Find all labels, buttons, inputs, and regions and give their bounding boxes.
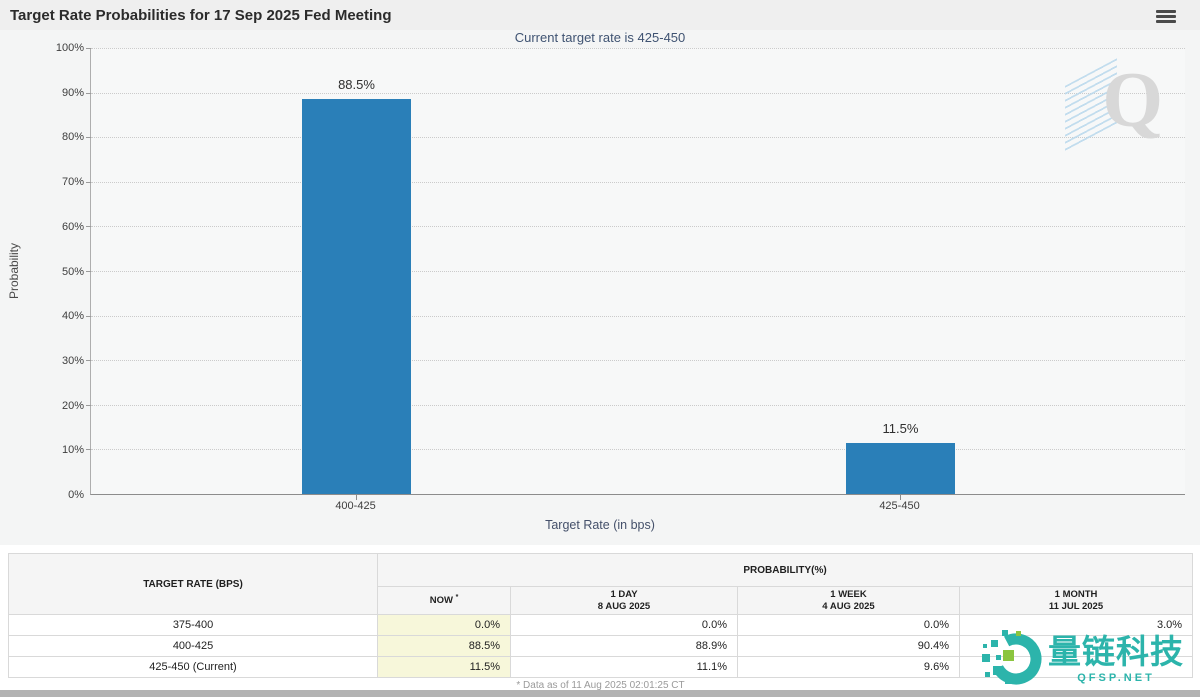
day-cell: 0.0% (510, 614, 738, 636)
week-cell: 90.4% (737, 635, 960, 657)
table-row: 425-450 (Current) 11.5% 11.1% 9.6% (8, 656, 1194, 678)
plot-area: Q 88.5% 11.5% (86, 48, 1185, 500)
col-header-1week: 1 WEEK 4 AUG 2025 (737, 586, 960, 615)
gridline (86, 404, 1185, 406)
x-tick-mark (356, 495, 357, 500)
menu-bar (1156, 10, 1176, 13)
col-header-target-rate: TARGET RATE (BPS) (8, 553, 378, 615)
gridline (86, 271, 1185, 272)
bar-value-label: 11.5% (882, 420, 919, 436)
x-axis-labels: 400-425 425-450 (90, 500, 1185, 516)
y-tick-label: 0% (68, 489, 84, 501)
week-cell: 0.0% (737, 614, 960, 636)
x-axis-title: Target Rate (in bps) (545, 518, 655, 532)
current-target-rate-subtitle: Current target rate is 425-450 (514, 30, 686, 45)
y-tick-label: 90% (61, 86, 84, 99)
y-axis-labels: 100% 90% 80% 70% 60% 50% 40% 30% 20% 10% 0% (0, 42, 84, 501)
period-label: 1 DAY (610, 588, 638, 600)
rate-cell: 400-425 (8, 635, 378, 657)
period-date: 8 AUG 2025 (597, 600, 651, 612)
y-tick-label: 40% (61, 310, 84, 323)
col-header-now: NOW * (377, 586, 511, 615)
menu-bar (1156, 20, 1176, 23)
y-tick-label: 10% (61, 444, 84, 457)
rate-cell: 375-400 (8, 614, 378, 636)
col-header-1month: 1 MONTH 11 JUL 2025 (958, 586, 1194, 615)
y-tick-label: 100% (55, 42, 84, 54)
gridline (86, 137, 1185, 139)
gridline (86, 226, 1185, 228)
y-tick-label: 80% (61, 131, 84, 144)
now-cell: 0.0% (377, 614, 511, 636)
bar (846, 442, 955, 494)
gridline (86, 181, 1185, 183)
gridline (86, 449, 1185, 451)
y-tick-label: 70% (61, 176, 84, 189)
q-letter: Q (1102, 56, 1163, 143)
gridline (86, 92, 1185, 94)
x-tick-mark (900, 495, 901, 500)
y-tick-label: 50% (61, 265, 84, 278)
period-date: 11 JUL 2025 (1048, 600, 1104, 612)
y-tick-label: 60% (61, 220, 84, 233)
page-title: Target Rate Probabilities for 17 Sep 202… (10, 7, 392, 24)
x-tick-label: 425-450 (879, 500, 920, 512)
col-header-1day: 1 DAY 8 AUG 2025 (510, 586, 738, 615)
watermark-logo-icon (982, 630, 1042, 685)
now-cell: 11.5% (377, 656, 511, 678)
period-label: 1 WEEK (830, 588, 867, 600)
rate-cell: 425-450 (Current) (8, 656, 378, 678)
y-tick-label: 30% (61, 354, 84, 367)
bottom-scrollbar[interactable] (0, 690, 1200, 697)
col-header-probability: PROBABILITY(%) (376, 553, 1194, 587)
now-asterisk: * (455, 593, 459, 601)
day-cell: 11.1% (510, 656, 738, 678)
site-watermark: 量链科技 QFSP.NET (980, 625, 1198, 693)
day-cell: 88.9% (510, 635, 738, 657)
chart-header: Target Rate Probabilities for 17 Sep 202… (0, 0, 1200, 30)
watermark-domain-text: QFSP.NET (1077, 671, 1155, 684)
period-date: 4 AUG 2025 (822, 600, 875, 612)
menu-bar (1156, 15, 1176, 18)
bar-group-400-425: 88.5% (302, 48, 411, 494)
table-row: 375-400 0.0% 0.0% 0.0% 3.0% (8, 614, 1194, 636)
now-cell: 88.5% (377, 635, 511, 657)
bar-value-label: 88.5% (338, 77, 375, 93)
chart-panel: Target Rate Probabilities for 17 Sep 202… (0, 0, 1200, 545)
now-label: NOW (429, 595, 453, 607)
bar (302, 99, 411, 494)
gridline (86, 48, 1185, 49)
hamburger-menu-icon[interactable] (1156, 10, 1176, 23)
watermark-chinese-text: 量链科技 (1048, 633, 1184, 671)
gridline (86, 315, 1185, 317)
watermark-text: 量链科技 QFSP.NET (1048, 633, 1184, 684)
x-tick-label: 400-425 (335, 500, 376, 512)
y-tick-label: 20% (61, 399, 84, 412)
period-label: 1 MONTH (1054, 588, 1098, 600)
week-cell: 9.6% (737, 656, 960, 678)
quikstrike-q-watermark: Q (1065, 56, 1175, 152)
bar-group-425-450: 11.5% (846, 48, 955, 494)
gridline (86, 360, 1185, 362)
